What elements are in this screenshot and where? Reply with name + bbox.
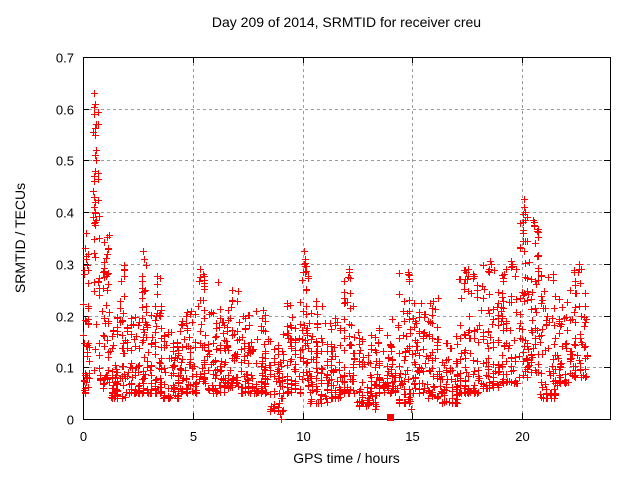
- x-tick-label: 5: [190, 429, 197, 444]
- y-tick-label: 0.4: [56, 206, 74, 221]
- y-tick-label: 0.3: [56, 258, 74, 273]
- filled-square-marker: [387, 414, 394, 421]
- plot-border: [83, 57, 611, 420]
- y-tick-label: 0.1: [56, 361, 74, 376]
- chart-title: Day 209 of 2014, SRMTID for receiver cre…: [211, 14, 482, 30]
- y-tick-label: 0.6: [56, 103, 74, 118]
- x-tick-label: 15: [405, 429, 419, 444]
- y-tick-label: 0.7: [56, 51, 74, 66]
- x-tick-label: 20: [515, 429, 529, 444]
- y-tick-label: 0.5: [56, 154, 74, 169]
- y-tick-label: 0.2: [56, 310, 74, 325]
- scatter-points: [80, 90, 591, 423]
- x-tick-label: 10: [296, 429, 310, 444]
- x-axis-title: GPS time / hours: [293, 450, 400, 466]
- y-tick-label: 0: [67, 413, 74, 428]
- x-tick-label: 0: [80, 429, 87, 444]
